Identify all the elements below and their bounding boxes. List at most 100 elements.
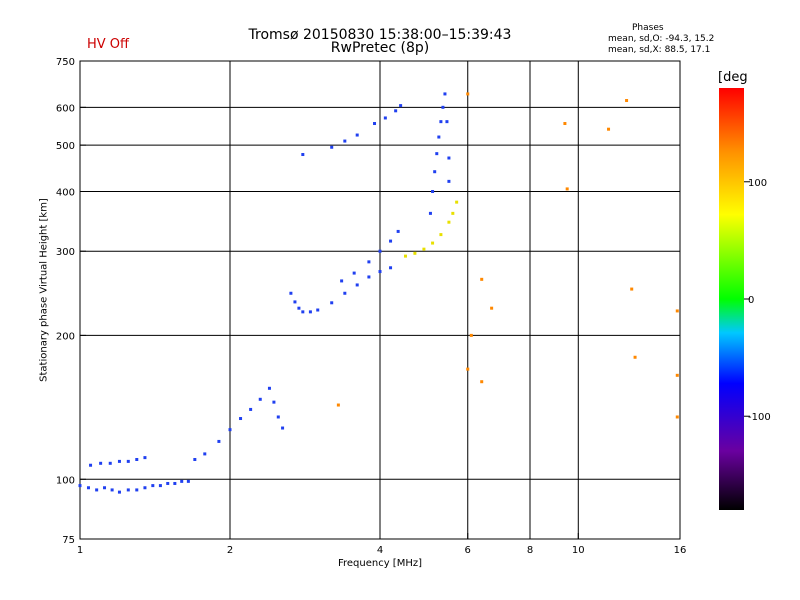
data-point (99, 461, 103, 465)
phase-colorbar (719, 88, 744, 510)
y-tick-label: 100 (56, 475, 75, 486)
data-point (422, 247, 426, 251)
data-point (607, 127, 611, 131)
data-point (135, 488, 139, 492)
phases-x-stats: mean, sd,X: 88.5, 17.1 (608, 45, 711, 55)
y-tick-label: 600 (56, 103, 75, 114)
x-tick-label: 8 (527, 545, 533, 556)
data-point (431, 241, 435, 245)
data-point (389, 266, 393, 270)
data-point (110, 488, 114, 492)
x-tick-label: 1 (77, 545, 83, 556)
data-point (135, 457, 139, 461)
data-point (443, 92, 447, 96)
y-tick-label: 75 (62, 535, 75, 546)
data-point (466, 92, 470, 96)
data-point (439, 120, 443, 124)
data-point (441, 105, 445, 109)
data-point (439, 233, 443, 237)
data-points (78, 92, 679, 494)
x-axis-label: Frequency [MHz] (337, 558, 423, 569)
x-tick-label: 6 (465, 545, 471, 556)
data-point (316, 308, 320, 312)
data-point (297, 306, 301, 310)
data-point (394, 109, 398, 113)
data-point (433, 170, 437, 174)
data-point (378, 249, 382, 253)
data-point (675, 373, 679, 377)
data-point (86, 486, 90, 490)
data-point (451, 211, 455, 215)
colorbar-tick-label: 100 (748, 178, 767, 189)
data-point (675, 309, 679, 313)
data-point (330, 301, 334, 305)
axis-ticks: 1 2 4 6 8 10 16 75 100 200 300 400 500 600 750 (56, 57, 686, 556)
colorbar-unit: [deg (718, 70, 748, 85)
colorbar-tick-label: -100 (748, 412, 771, 423)
y-tick-label: 500 (56, 141, 75, 152)
x-tick-label: 2 (227, 545, 233, 556)
data-point (413, 251, 417, 255)
data-point (89, 463, 93, 467)
y-tick-label: 750 (56, 57, 75, 68)
data-point (126, 488, 130, 492)
data-point (143, 456, 147, 460)
data-point (431, 189, 435, 193)
grid-lines (80, 61, 680, 539)
data-point (455, 200, 459, 204)
data-point (217, 439, 221, 443)
data-point (293, 300, 297, 304)
data-point (389, 239, 393, 243)
data-point (330, 145, 334, 149)
x-tick-label: 4 (377, 545, 383, 556)
data-point (447, 179, 451, 183)
colorbar-ticks: 100 0 -100 (744, 178, 771, 423)
data-point (399, 104, 403, 108)
data-point (367, 260, 371, 264)
data-point (143, 486, 147, 490)
x-tick-label: 16 (674, 545, 687, 556)
data-point (258, 397, 262, 401)
data-point (103, 486, 107, 490)
data-point (108, 461, 112, 465)
data-point (447, 156, 451, 160)
data-point (565, 187, 569, 191)
data-point (228, 428, 232, 432)
data-point (340, 279, 344, 283)
data-point (490, 306, 494, 310)
data-point (480, 380, 484, 384)
colorbar-tick-label: 0 (748, 295, 754, 306)
data-point (625, 99, 629, 103)
hv-status-label: HV Off (87, 37, 129, 52)
data-point (378, 270, 382, 274)
data-point (308, 310, 312, 314)
data-point (158, 484, 162, 488)
phases-o-stats: mean, sd,O: -94.3, 15.2 (608, 34, 715, 44)
data-point (272, 400, 276, 404)
chart-title-line2: RwPretec (8p) (330, 40, 430, 56)
phases-title: Phases (632, 23, 664, 33)
data-point (78, 484, 82, 488)
y-tick-label: 400 (56, 187, 75, 198)
x-tick-label: 10 (572, 545, 585, 556)
data-point (193, 457, 197, 461)
data-point (276, 415, 280, 419)
data-point (480, 277, 484, 281)
data-point (437, 135, 441, 139)
data-point (343, 139, 347, 143)
data-point (435, 152, 439, 156)
data-point (428, 211, 432, 215)
chart-title-line1: Tromsø 20150830 15:38:00–15:39:43 (248, 27, 512, 43)
data-point (186, 479, 190, 483)
data-point (126, 459, 130, 463)
data-point (466, 367, 470, 371)
data-point (203, 452, 207, 456)
data-point (343, 291, 347, 295)
data-point (281, 426, 285, 430)
data-point (239, 417, 243, 421)
data-point (95, 488, 99, 492)
data-point (633, 355, 637, 359)
data-point (383, 116, 387, 120)
data-point (563, 122, 567, 126)
